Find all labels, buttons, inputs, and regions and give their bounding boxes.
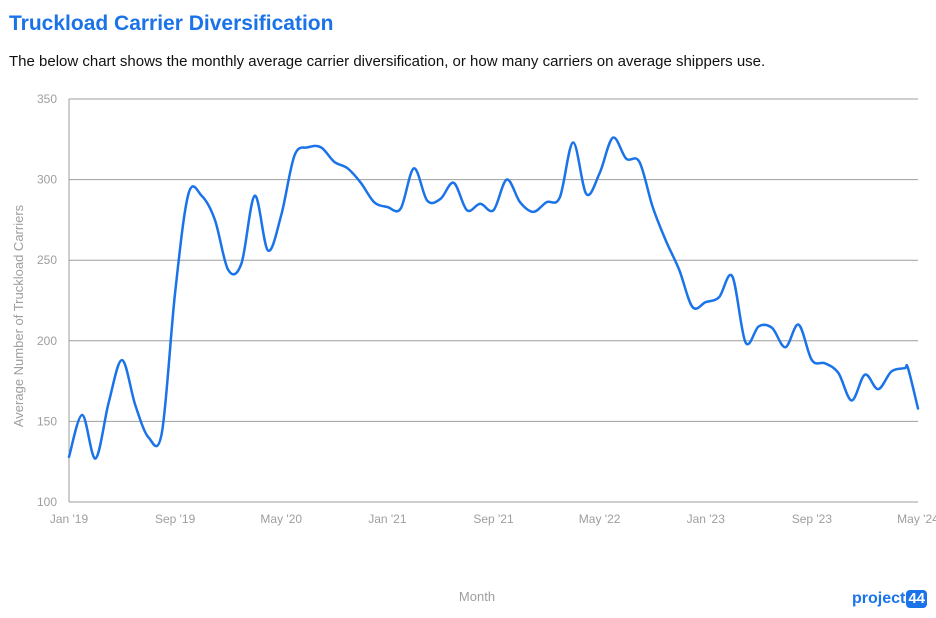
y-tick-label: 250 <box>37 253 57 267</box>
x-axis-ticks: Jan '19 Sep '19 May '20 Jan '21 Sep '21 May '… <box>50 512 936 526</box>
series-line <box>67 136 920 460</box>
x-tick-label: Jan '19 <box>50 512 89 526</box>
x-axis-label: Month <box>459 589 495 604</box>
x-tick-label: Jan '21 <box>368 512 407 526</box>
x-tick-label: May '20 <box>260 512 302 526</box>
logo-text: project <box>851 590 906 607</box>
y-tick-label: 100 <box>37 495 57 509</box>
series-layer <box>67 136 920 460</box>
x-tick-label: Sep '23 <box>792 512 833 526</box>
y-axis-label: Average Number of Truckload Carriers <box>11 204 26 427</box>
x-tick-label: May '22 <box>579 512 621 526</box>
logo-badge: 44 <box>906 590 927 608</box>
gridlines <box>68 98 918 503</box>
project44-logo: project 44 <box>852 590 927 608</box>
x-tick-label: Jan '23 <box>687 512 726 526</box>
y-tick-label: 200 <box>37 334 57 348</box>
chart-title: Truckload Carrier Diversification <box>9 12 334 35</box>
y-tick-label: 150 <box>37 414 57 428</box>
x-tick-label: May '24 <box>897 512 936 526</box>
y-tick-label: 350 <box>37 92 57 106</box>
x-tick-label: Sep '21 <box>473 512 514 526</box>
y-axis-ticks: 100 150 200 250 300 350 <box>37 92 57 509</box>
y-tick-label: 300 <box>37 173 57 187</box>
chart-subtitle: The below chart shows the monthly averag… <box>9 53 766 70</box>
x-tick-label: Sep '19 <box>155 512 196 526</box>
